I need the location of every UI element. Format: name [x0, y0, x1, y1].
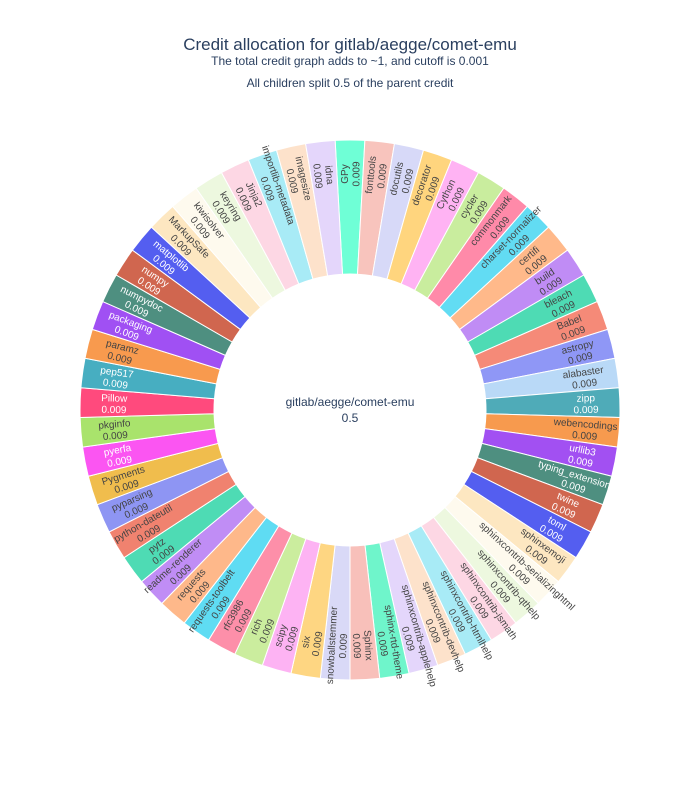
sunburst-ring: GPy0.009 fonttools0.009docutils0.009decor…	[79, 139, 621, 689]
slice-label: scipy0.009	[273, 622, 302, 653]
slice-label: six0.009	[299, 628, 325, 657]
chart-subtitle-line-2: All children split 0.5 of the parent cre…	[247, 76, 454, 90]
chart-subtitle-line-1: The total credit graph adds to ~1, and c…	[211, 54, 489, 68]
slice-label: Pillow0.009	[101, 393, 129, 416]
slice-label: GPy0.009	[340, 161, 363, 186]
slice-label: fonttools0.009	[364, 156, 391, 196]
slice-label: pep5170.009	[98, 365, 135, 392]
slice-label: snowballstemmer0.009	[325, 606, 352, 686]
root-value: 0.5	[342, 411, 359, 425]
slice-label: urllib30.009	[566, 443, 597, 470]
slice-label: pyerfa0.009	[103, 443, 135, 470]
slice-label: docutils0.009	[388, 161, 417, 199]
slice-label: alabaster0.009	[562, 365, 607, 393]
slice-label: pkginfo0.009	[98, 418, 132, 443]
slice-label: Sphinx0.009	[350, 630, 374, 662]
slice-label: idna0.009	[310, 162, 335, 190]
slice-label: webencodings0.009	[551, 417, 618, 445]
chart-title: Credit allocation for gitlab/aegge/comet…	[183, 35, 517, 54]
slice-label: zipp0.009	[573, 393, 599, 416]
slice-idna[interactable]	[304, 139, 344, 277]
root-label[interactable]: gitlab/aegge/comet-emu	[286, 395, 415, 409]
